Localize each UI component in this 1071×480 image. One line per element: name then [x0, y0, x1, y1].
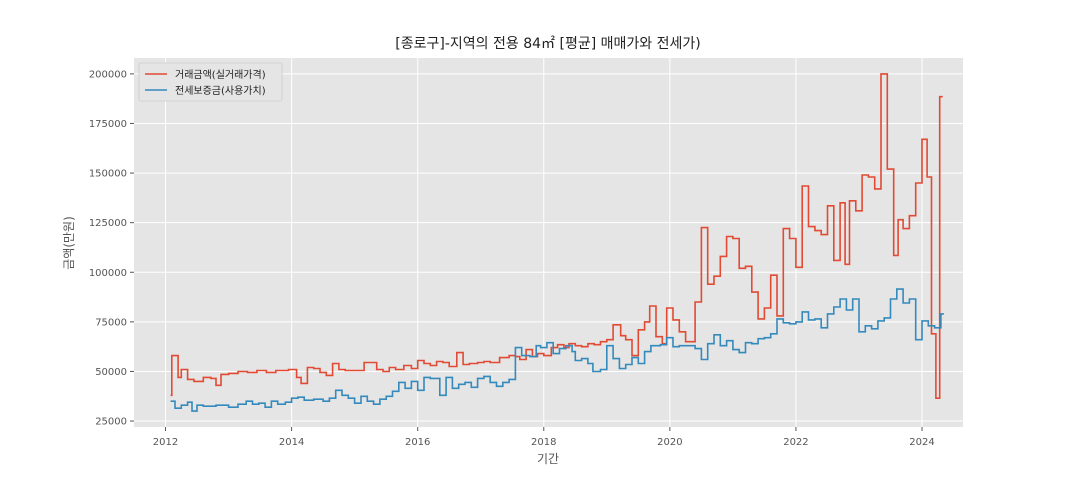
series-line-sales-price	[170, 73, 943, 399]
x-tick-label: 2016	[405, 437, 430, 448]
y-tick-label: 75000	[95, 317, 127, 328]
x-tick-label: 2024	[909, 437, 934, 448]
chart-title: [종로구]-지역의 전용 84㎡ [평균] 매매가와 전세가)	[395, 36, 700, 52]
series-line-jeonse-deposit	[170, 288, 944, 412]
x-axis-ticks: 2012 2014 2016 2018 2020 2022 2024	[153, 427, 935, 448]
x-tick-label: 2012	[153, 437, 178, 448]
y-tick-label: 100000	[89, 268, 127, 279]
y-tick-label: 175000	[89, 119, 127, 130]
y-tick-label: 200000	[89, 69, 127, 80]
legend-label-sales: 거래금액(실거래가격)	[175, 68, 266, 81]
plot-background	[134, 58, 963, 427]
x-tick-label: 2018	[531, 437, 556, 448]
legend-label-jeonse: 전세보증금(사용가치)	[175, 85, 266, 97]
x-axis-label: 기간	[537, 452, 559, 466]
y-tick-label: 25000	[95, 417, 127, 428]
y-axis-ticks: 25000 50000 75000 100000 125000 150000 175000 2…	[89, 69, 134, 428]
x-tick-label: 2014	[279, 437, 304, 448]
x-tick-label: 2022	[783, 437, 808, 448]
y-tick-label: 150000	[89, 169, 127, 180]
y-tick-label: 125000	[89, 218, 127, 229]
legend: 거래금액(실거래가격) 전세보증금(사용가치)	[138, 62, 283, 102]
legend-box	[138, 62, 283, 102]
series-layer	[170, 73, 944, 412]
grid-lines	[134, 58, 963, 427]
x-tick-label: 2020	[657, 437, 682, 448]
y-axis-label: 금액(만원)	[62, 216, 76, 270]
y-tick-label: 50000	[95, 367, 127, 378]
